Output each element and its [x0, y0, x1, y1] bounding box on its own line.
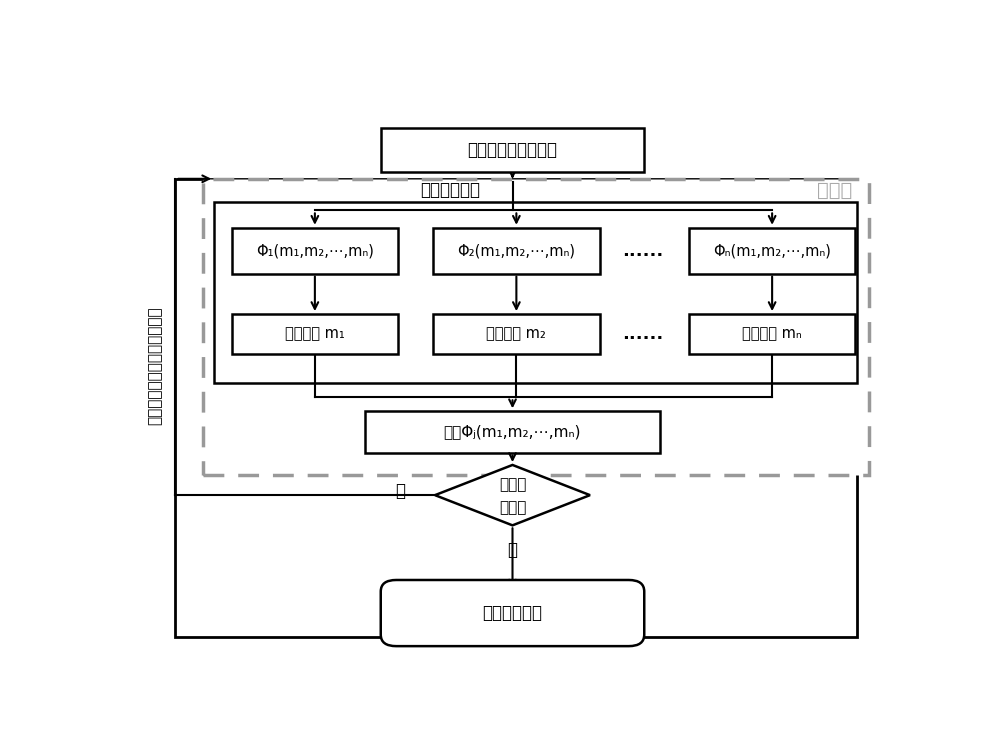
- FancyBboxPatch shape: [232, 314, 398, 354]
- FancyBboxPatch shape: [202, 179, 869, 475]
- Text: Φₙ(m₁,m₂,⋯,mₙ): Φₙ(m₁,m₂,⋯,mₙ): [713, 244, 831, 258]
- Text: 计算目标函数: 计算目标函数: [420, 182, 480, 199]
- FancyBboxPatch shape: [433, 314, 600, 354]
- Text: 代入更新的模型和联合约束项: 代入更新的模型和联合约束项: [147, 306, 162, 425]
- Text: 更新模型 mₙ: 更新模型 mₙ: [742, 326, 802, 341]
- FancyBboxPatch shape: [689, 228, 855, 273]
- Text: 更新模型 m₁: 更新模型 m₁: [285, 326, 345, 341]
- FancyBboxPatch shape: [175, 179, 857, 637]
- Text: Φ₂(m₁,m₂,⋯,mₙ): Φ₂(m₁,m₂,⋯,mₙ): [457, 244, 575, 258]
- Text: 输出反演结果: 输出反演结果: [482, 604, 542, 622]
- FancyBboxPatch shape: [232, 228, 398, 273]
- Text: 更新模型 m₂: 更新模型 m₂: [486, 326, 546, 341]
- FancyBboxPatch shape: [381, 580, 644, 646]
- Text: ......: ......: [622, 242, 663, 260]
- Text: 输入初始模型和数据: 输入初始模型和数据: [468, 141, 558, 159]
- Text: Φ₁(m₁,m₂,⋯,mₙ): Φ₁(m₁,m₂,⋯,mₙ): [256, 244, 374, 258]
- Text: 否: 否: [395, 482, 405, 500]
- Text: 止条件: 止条件: [499, 500, 526, 515]
- FancyBboxPatch shape: [381, 128, 644, 172]
- FancyBboxPatch shape: [433, 228, 600, 273]
- Text: 是: 是: [508, 541, 518, 559]
- FancyBboxPatch shape: [365, 411, 660, 453]
- Text: ......: ......: [622, 325, 663, 343]
- FancyBboxPatch shape: [214, 202, 857, 383]
- Text: 迭代终: 迭代终: [499, 477, 526, 492]
- FancyBboxPatch shape: [689, 314, 855, 354]
- Text: 更新Φⱼ(m₁,m₂,⋯,mₙ): 更新Φⱼ(m₁,m₂,⋯,mₙ): [444, 424, 581, 439]
- Polygon shape: [435, 465, 590, 525]
- Text: 并行区: 并行区: [816, 181, 852, 199]
